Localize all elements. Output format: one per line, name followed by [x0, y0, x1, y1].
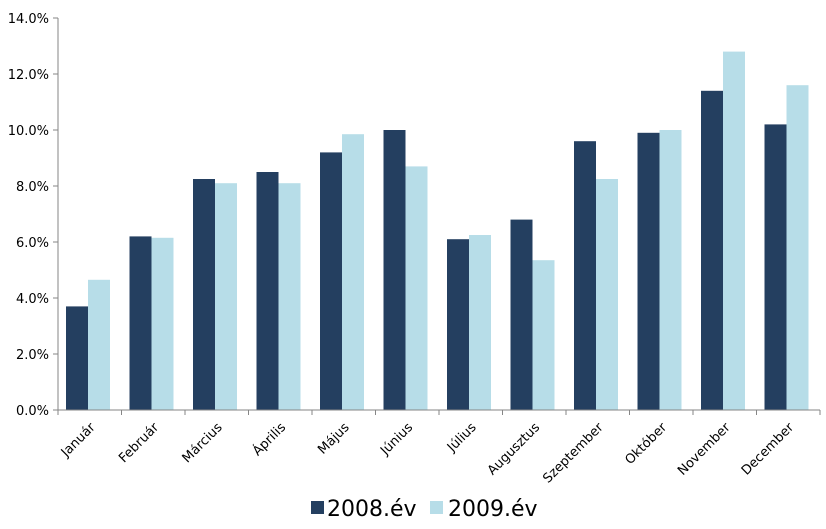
x-tick-label: Március: [180, 420, 226, 466]
bar-2009-11: [786, 85, 809, 410]
bar-2008-9: [637, 132, 660, 411]
y-tick-label: 10.0%: [8, 124, 49, 139]
x-tick-label: Július: [444, 420, 480, 456]
x-ticks-group: Január Február Március Április Május Június Jú…: [57, 410, 821, 487]
y-tick-label: 2.0%: [16, 348, 49, 363]
bar-2009-2: [215, 183, 237, 410]
y-tick-label: 12.0%: [8, 68, 49, 83]
bar-2008-8: [574, 141, 596, 410]
y-ticks-group: 0.0% 2.0% 4.0% 6.0% 8.0% 10.0% 12.0% 14.0%: [8, 12, 58, 419]
bar-2009-9: [659, 130, 682, 410]
bar-2008-6: [447, 239, 469, 410]
x-tick-label: Szeptember: [540, 420, 607, 487]
x-tick-label: Február: [116, 420, 162, 466]
y-tick-label: 6.0%: [16, 236, 49, 251]
bar-2009-4: [342, 134, 364, 410]
x-tick-label: Január: [58, 420, 99, 461]
legend-swatch-2009: [430, 501, 443, 514]
x-tick-label: Június: [377, 420, 416, 459]
x-tick-label: November: [675, 420, 734, 479]
y-tick-label: 4.0%: [16, 292, 49, 307]
legend-swatch-2008: [311, 501, 324, 514]
bars-group: [66, 51, 809, 411]
bar-2009-6: [469, 235, 491, 410]
y-tick-label: 14.0%: [8, 12, 49, 27]
y-tick-label: 0.0%: [16, 404, 49, 419]
bar-2009-8: [596, 179, 618, 410]
bar-2008-0: [66, 306, 88, 410]
bar-2008-10: [701, 90, 723, 411]
bar-2008-2: [193, 179, 215, 410]
bar-2008-3: [256, 172, 279, 410]
legend-label-2008: 2008.év: [327, 497, 417, 522]
bar-2008-5: [383, 130, 406, 410]
x-tick-label: Április: [249, 419, 289, 459]
bar-2009-0: [88, 279, 110, 410]
bar-2008-4: [320, 152, 342, 410]
legend-label-2009: 2009.év: [448, 497, 538, 522]
bar-2008-7: [510, 219, 533, 410]
bar-2008-11: [764, 124, 787, 411]
bar-2009-1: [151, 237, 174, 410]
bar-2008-1: [129, 236, 152, 410]
legend: 2008.év 2009.év: [311, 497, 538, 522]
x-tick-label: December: [739, 420, 798, 479]
x-tick-label: Október: [622, 420, 670, 468]
bar-2009-10: [723, 51, 745, 410]
x-tick-label: Augusztus: [485, 420, 543, 478]
x-tick-label: Május: [315, 420, 353, 458]
bar-2009-5: [405, 166, 428, 410]
y-tick-label: 8.0%: [16, 180, 49, 195]
bar-2009-3: [278, 183, 301, 410]
bar-2009-7: [532, 260, 555, 410]
